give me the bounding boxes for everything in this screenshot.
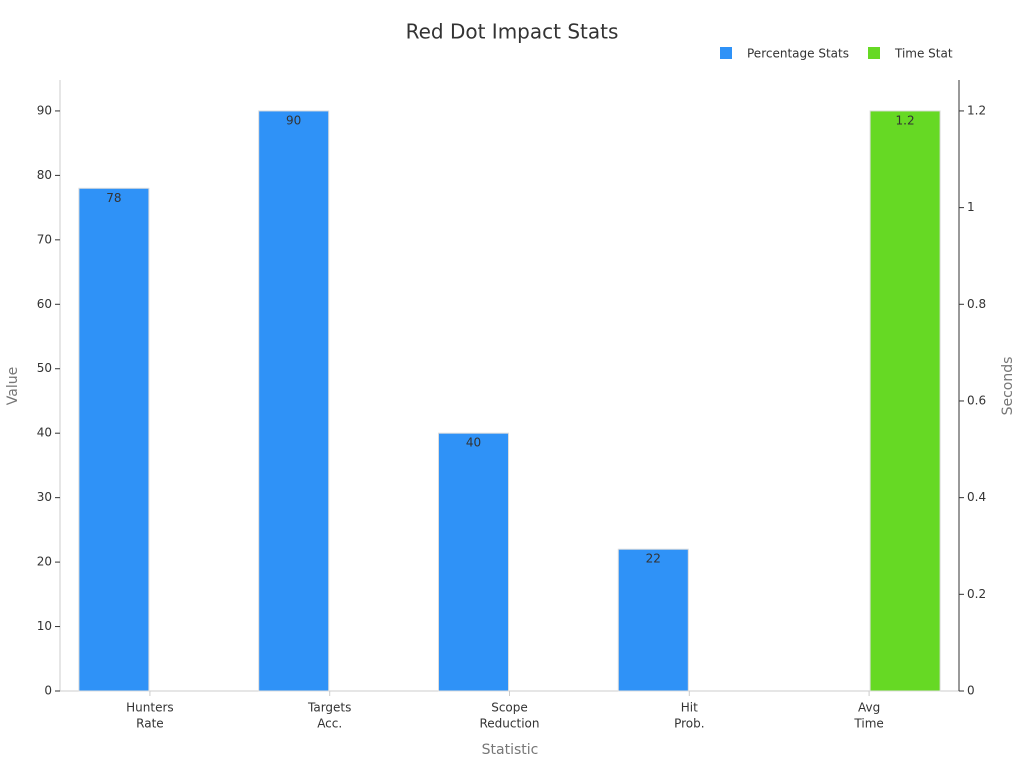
legend-swatch [720, 47, 732, 59]
legend-swatch [868, 47, 880, 59]
bar [617, 548, 689, 692]
y-tick-label: 40 [37, 426, 52, 440]
legend-label: Time Stat [894, 47, 953, 61]
data-label: 40 [466, 436, 481, 450]
x-tick-label: Scope [491, 701, 528, 715]
y-tick-label: 90 [37, 103, 52, 117]
y-tick-label: 20 [37, 555, 52, 569]
y2-tick-label: 0.8 [967, 297, 986, 311]
y-tick-label: 30 [37, 490, 52, 504]
x-tick-label: Time [853, 717, 883, 731]
x-tick-label: Rate [136, 717, 164, 731]
y2-tick-label: 0.2 [967, 587, 986, 601]
y-tick-label: 10 [37, 619, 52, 633]
data-label: 90 [286, 113, 301, 127]
y-tick-label: 70 [37, 232, 52, 246]
y-tick-label: 50 [37, 361, 52, 375]
legend-label: Percentage Stats [747, 47, 849, 61]
x-tick-label: Avg [858, 701, 880, 715]
x-tick-label: Hit [681, 701, 698, 715]
y2-tick-label: 1.2 [967, 103, 986, 117]
x-tick-label: Hunters [126, 701, 174, 715]
y-tick-label: 80 [37, 168, 52, 182]
bar [869, 110, 941, 692]
data-label: 78 [106, 191, 121, 205]
y2-tick-label: 0.4 [967, 490, 986, 504]
x-tick-label: Prob. [674, 717, 704, 731]
y2-tick-label: 0.6 [967, 393, 986, 407]
x-tick-label: Reduction [480, 717, 540, 731]
y-tick-label: 60 [37, 297, 52, 311]
x-tick-label: Targets [307, 701, 351, 715]
x-tick-label: Acc. [317, 717, 342, 731]
y-tick-label: 0 [44, 684, 52, 698]
y2-tick-label: 0 [967, 684, 975, 698]
y-axis-title: Value [5, 367, 21, 405]
data-label: 22 [646, 552, 661, 566]
data-label: 1.2 [896, 113, 915, 127]
chart-title: Red Dot Impact Stats [406, 20, 619, 44]
bar [258, 110, 330, 692]
y2-tick-label: 1 [967, 200, 975, 214]
bar [438, 432, 509, 692]
y2-axis-title: Seconds [1000, 357, 1016, 416]
x-axis-title: Statistic [482, 742, 539, 758]
bar [78, 187, 150, 692]
